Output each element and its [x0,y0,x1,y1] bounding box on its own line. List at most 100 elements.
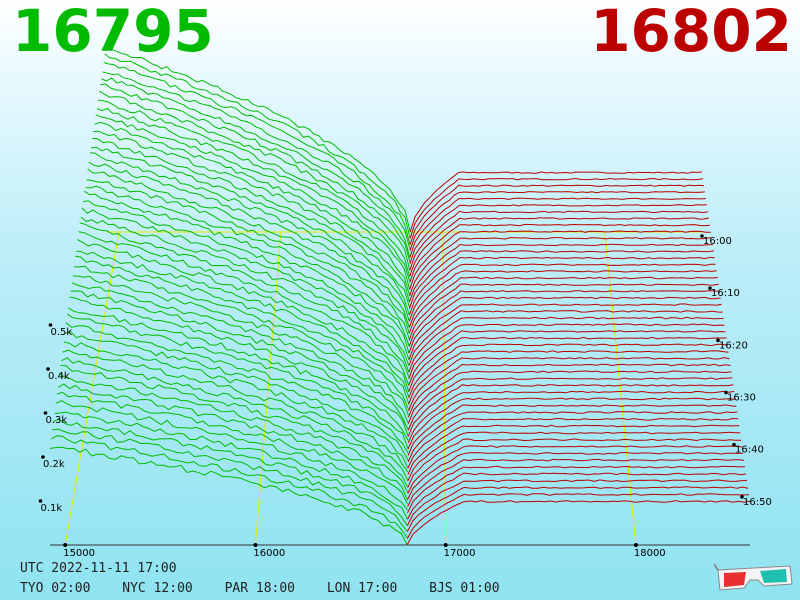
bid-depth-line [62,349,409,473]
ask-depth-line [409,210,708,271]
time-tick-label: 16:50 [743,497,772,508]
ask-depth-line [407,411,738,463]
ask-depth-line [408,316,724,373]
par-time: PAR 18:00 [224,581,296,596]
time-tick-marker [732,442,736,447]
bid-depth-line [56,391,409,505]
bid-depth-line [83,200,410,360]
bid-depth-line [98,90,411,271]
bid-depth-line [72,275,409,416]
time-tick-label: 16:20 [719,340,748,351]
ask-depth-line [406,486,749,532]
bid-depth-line [77,239,410,392]
ask-depth-line [407,384,734,437]
x-tick-label: 17000 [444,548,476,559]
time-tick-marker [724,390,728,395]
ask-depth-line [409,243,713,302]
bid-depth-line [86,179,410,339]
ask-depth-line [407,377,733,431]
bid-depth-line [101,77,411,258]
bid-depth-line [78,231,410,386]
y-tick-marker [38,499,43,503]
x-tick-marker [443,543,448,547]
x-tick-label: 18000 [634,548,666,559]
bid-depth-line [100,83,411,263]
ask-depth-line [408,290,720,347]
bid-depth-line [66,313,409,450]
ask-depth-line [407,431,741,482]
bid-depth-layer [49,47,411,546]
ask-depth-line [408,343,728,399]
time-tick-marker [716,338,720,343]
bid-depth-line [55,400,408,511]
x-tick-marker [63,543,68,547]
y-tick-label: 0.5k [51,327,73,338]
x-tick-label: 15000 [63,548,95,559]
3d-glasses-icon[interactable] [714,560,794,594]
ask-depth-line [407,363,731,418]
x-tick-marker [633,543,638,547]
y-tick-label: 0.2k [43,459,65,470]
bid-depth-line [80,216,410,373]
y-tick-label: 0.1k [41,503,63,514]
tyo-time: TYO 02:00 [20,581,91,596]
ask-depth-line [407,417,739,469]
bid-price: 16795 [12,0,214,65]
timezone-row: TYO 02:00 NYC 12:00 PAR 18:00 LON 17:00 … [20,581,524,596]
ask-depth-line [407,472,747,520]
time-tick-marker [708,286,712,290]
time-tick-marker [740,495,744,499]
bid-depth-line [88,161,410,328]
y-tick-label: 0.4k [48,371,70,382]
y-tick-marker [43,411,48,415]
bid-depth-line [75,255,409,404]
ask-depth-line [409,177,704,239]
grid-line [442,231,447,546]
ask-depth-line [406,493,750,539]
ask-depth-line [408,303,722,360]
ask-depth-line [408,256,715,316]
ask-depth-line [407,404,737,456]
ask-depth-line [408,250,714,309]
bid-depth-line [63,341,409,469]
bid-depth-line [70,290,409,431]
nyc-time: NYC 12:00 [122,581,193,596]
grid-line [254,231,282,546]
time-tick-marker [700,234,704,238]
bid-depth-line [64,331,409,461]
grid-line [604,231,637,546]
utc-time: UTC 2022-11-11 17:00 [20,561,177,576]
ask-depth-line [406,479,748,526]
bid-depth-line [92,137,410,308]
ask-depth-line [408,270,717,328]
bid-depth-line [68,307,409,441]
ask-depth-line [409,171,703,233]
ask-depth-line [407,451,744,500]
chart-grid [50,231,750,546]
bid-depth-line [85,185,410,346]
bid-depth-line [69,296,409,437]
ask-depth-line [408,276,718,334]
ask-depth-line [408,323,725,380]
bid-depth-line [94,121,411,296]
ask-depth-line [407,438,742,488]
bid-depth-line [65,322,409,454]
bid-depth-line [73,265,409,410]
ask-depth-line [408,336,727,392]
time-tick-label: 16:10 [711,288,740,299]
ask-depth-line [407,465,746,514]
bid-depth-line [84,190,410,354]
x-tick-marker [253,543,258,547]
ask-depth-line [408,310,723,366]
bid-depth-line [89,152,410,322]
y-tick-marker [41,455,45,459]
ask-depth-line [409,204,707,265]
bid-depth-line [105,47,411,233]
bid-depth-line [49,446,408,546]
ask-depth-line [408,350,729,405]
lon-time: LON 17:00 [326,581,398,596]
bid-depth-line [76,250,410,397]
bid-depth-line [79,222,410,378]
bjs-time: BJS 01:00 [429,581,500,596]
